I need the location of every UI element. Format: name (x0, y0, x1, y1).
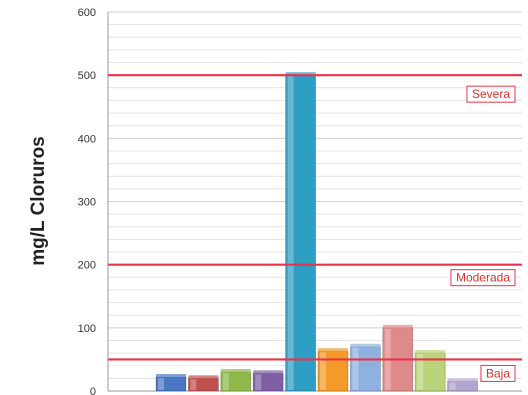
bar-top (188, 375, 219, 380)
y-tick-label: 200 (78, 260, 96, 272)
bar (285, 72, 317, 392)
bar-top (156, 374, 186, 379)
bar-top (415, 350, 446, 355)
bar-body (317, 350, 349, 392)
bar-highlight (158, 378, 164, 390)
bar-series (155, 72, 479, 392)
bar-body (349, 346, 381, 392)
bar-highlight (190, 379, 197, 390)
bar (220, 369, 252, 392)
bar (349, 343, 381, 392)
bar-top (253, 370, 284, 375)
y-tick-label: 300 (78, 197, 96, 209)
bar-top (220, 369, 251, 374)
bar-top (350, 343, 381, 348)
bar-top (447, 378, 478, 383)
bar (382, 324, 414, 392)
bar-highlight (222, 373, 229, 390)
bar (447, 378, 479, 392)
bar-top (318, 348, 348, 353)
bar (414, 350, 446, 392)
y-tick-label: 100 (78, 323, 96, 335)
threshold-lines: Severa Moderada Baja (108, 74, 522, 382)
y-tick-label: 0 (90, 386, 96, 395)
bar-highlight (352, 347, 359, 390)
threshold-label: Baja (486, 366, 510, 380)
threshold-label-box (466, 85, 516, 103)
bar (187, 375, 219, 392)
bar (155, 374, 187, 392)
y-tick-label: 600 (78, 7, 96, 19)
y-axis-label: mg/L Cloruros (28, 136, 49, 266)
bar-highlight (255, 374, 262, 390)
bar-highlight (287, 76, 294, 391)
bar-body (285, 74, 317, 392)
bar-top (382, 324, 413, 329)
threshold-label: Severa (472, 87, 510, 101)
threshold-label: Moderada (456, 271, 510, 285)
bar-highlight (417, 354, 424, 390)
bar (252, 370, 284, 392)
y-tick-label: 500 (78, 70, 96, 82)
bar (317, 348, 349, 392)
bar-highlight (320, 352, 326, 390)
bar-highlight (449, 382, 456, 390)
y-tick-labels: 0 100 200 300 400 500 600 (78, 7, 96, 395)
y-tick-label: 400 (78, 133, 96, 145)
threshold-label-box (480, 364, 516, 382)
threshold-label-box (450, 269, 516, 287)
